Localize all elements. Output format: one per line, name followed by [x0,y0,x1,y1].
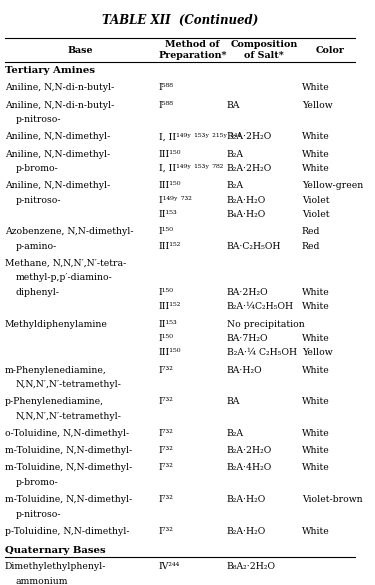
Text: Base: Base [67,46,93,54]
Text: B₈A₂·2H₂O: B₈A₂·2H₂O [226,562,276,571]
Text: BA·7H₂O: BA·7H₂O [226,334,268,343]
Text: I¹⁵⁰: I¹⁵⁰ [159,288,174,297]
Text: m-Phenylenediamine,: m-Phenylenediamine, [5,366,107,374]
Text: White: White [302,397,329,407]
Text: Aniline, N,N-dimethyl-: Aniline, N,N-dimethyl- [5,181,110,190]
Text: White: White [302,288,329,297]
Text: B₄A·H₂O: B₄A·H₂O [226,210,266,219]
Text: Yellow: Yellow [302,101,332,109]
Text: Methane, N,N,N′,N′-tetra-: Methane, N,N,N′,N′-tetra- [5,259,126,268]
Text: I⁵⁸⁸: I⁵⁸⁸ [159,84,174,92]
Text: White: White [302,132,329,142]
Text: Aniline, N,N-dimethyl-: Aniline, N,N-dimethyl- [5,132,110,142]
Text: III¹⁵⁰: III¹⁵⁰ [159,181,181,190]
Text: m-Toluidine, N,N-dimethyl-: m-Toluidine, N,N-dimethyl- [5,495,132,504]
Text: III¹⁵⁰: III¹⁵⁰ [159,348,181,357]
Text: Composition
of Salt*: Composition of Salt* [231,40,298,60]
Text: p-bromo-: p-bromo- [16,478,58,487]
Text: Tertiary Amines: Tertiary Amines [5,67,95,75]
Text: TABLE XII  (Continued): TABLE XII (Continued) [102,14,258,27]
Text: Red: Red [302,228,320,236]
Text: Color: Color [316,46,345,54]
Text: White: White [302,429,329,438]
Text: p-Phenylenediamine,: p-Phenylenediamine, [5,397,104,407]
Text: Aniline, N,N-di-n-butyl-: Aniline, N,N-di-n-butyl- [5,84,114,92]
Text: Methyldiphenylamine: Methyldiphenylamine [5,319,108,329]
Text: B₂A·¼C₂H₅OH: B₂A·¼C₂H₅OH [226,302,294,311]
Text: p-nitroso-: p-nitroso- [16,510,61,518]
Text: Dimethylethylphenyl-: Dimethylethylphenyl- [5,562,106,571]
Text: White: White [302,150,329,159]
Text: p-nitroso-: p-nitroso- [16,115,61,124]
Text: BA·H₂O: BA·H₂O [226,366,262,374]
Text: BA·2H₂O: BA·2H₂O [226,288,268,297]
Text: methyl-p,p′-diamino-: methyl-p,p′-diamino- [16,273,112,283]
Text: BA: BA [226,397,240,407]
Text: III¹⁵²: III¹⁵² [159,242,181,251]
Text: m-Toluidine, N,N-dimethyl-: m-Toluidine, N,N-dimethyl- [5,463,132,473]
Text: I¹⁵⁰: I¹⁵⁰ [159,228,174,236]
Text: II¹⁵³: II¹⁵³ [159,210,177,219]
Text: N,N,N′,N′-tetramethyl-: N,N,N′,N′-tetramethyl- [16,380,122,389]
Text: diphenyl-: diphenyl- [16,288,60,297]
Text: B₂A: B₂A [226,150,244,159]
Text: BA·C₂H₅OH: BA·C₂H₅OH [226,242,281,251]
Text: I⁷³²: I⁷³² [159,527,174,536]
Text: Method of
Preparation*: Method of Preparation* [158,40,227,60]
Text: III¹⁵⁰: III¹⁵⁰ [159,150,181,159]
Text: I⁷³²: I⁷³² [159,366,174,374]
Text: Yellow: Yellow [302,348,332,357]
Text: Violet: Violet [302,210,329,219]
Text: White: White [302,366,329,374]
Text: B₂A: B₂A [226,429,244,438]
Text: B₂A·H₂O: B₂A·H₂O [226,495,266,504]
Text: B₂A·2H₂O: B₂A·2H₂O [226,132,272,142]
Text: B₂A·¼ C₂H₅OH: B₂A·¼ C₂H₅OH [226,348,297,357]
Text: B₂A·2H₂O: B₂A·2H₂O [226,164,272,173]
Text: II¹⁵³: II¹⁵³ [159,319,177,329]
Text: Violet: Violet [302,195,329,205]
Text: No precipitation: No precipitation [226,319,304,329]
Text: I, II¹⁴⁹ʸ ¹⁵³ʸ ⁷⁸²: I, II¹⁴⁹ʸ ¹⁵³ʸ ⁷⁸² [159,164,223,173]
Text: III¹⁵²: III¹⁵² [159,302,181,311]
Text: I⁷³²: I⁷³² [159,397,174,407]
Text: White: White [302,164,329,173]
Text: IV²⁴⁴: IV²⁴⁴ [159,562,180,571]
Text: B₂A·H₂O: B₂A·H₂O [226,195,266,205]
Text: ammonium: ammonium [16,577,68,585]
Text: Aniline, N,N-di-n-butyl-: Aniline, N,N-di-n-butyl- [5,101,114,109]
Text: o-Toluidine, N,N-dimethyl-: o-Toluidine, N,N-dimethyl- [5,429,129,438]
Text: I⁷³²: I⁷³² [159,446,174,455]
Text: p-bromo-: p-bromo- [16,164,58,173]
Text: White: White [302,302,329,311]
Text: White: White [302,84,329,92]
Text: I¹⁴⁹ʸ ⁷³²: I¹⁴⁹ʸ ⁷³² [159,195,192,205]
Text: Red: Red [302,242,320,251]
Text: p-amino-: p-amino- [16,242,57,251]
Text: White: White [302,463,329,473]
Text: Violet-brown: Violet-brown [302,495,362,504]
Text: I⁷³²: I⁷³² [159,495,174,504]
Text: B₂A: B₂A [226,181,244,190]
Text: I⁷³²: I⁷³² [159,463,174,473]
Text: B₂A·2H₂O: B₂A·2H₂O [226,446,272,455]
Text: Quaternary Bases: Quaternary Bases [5,546,106,555]
Text: Yellow-green: Yellow-green [302,181,363,190]
Text: White: White [302,446,329,455]
Text: p-nitroso-: p-nitroso- [16,195,61,205]
Text: BA: BA [226,101,240,109]
Text: I⁵⁸⁸: I⁵⁸⁸ [159,101,174,109]
Text: Aniline, N,N-dimethyl-: Aniline, N,N-dimethyl- [5,150,110,159]
Text: I⁷³²: I⁷³² [159,429,174,438]
Text: p-Toluidine, N,N-dimethyl-: p-Toluidine, N,N-dimethyl- [5,527,129,536]
Text: I¹⁵⁰: I¹⁵⁰ [159,334,174,343]
Text: B₂A·4H₂O: B₂A·4H₂O [226,463,272,473]
Text: Azobenzene, N,N-dimethyl-: Azobenzene, N,N-dimethyl- [5,228,134,236]
Text: m-Toluidine, N,N-dimethyl-: m-Toluidine, N,N-dimethyl- [5,446,132,455]
Text: White: White [302,527,329,536]
Text: B₂A·H₂O: B₂A·H₂O [226,527,266,536]
Text: I, II¹⁴⁹ʸ ¹⁵³ʸ ²¹⁵ʸ ²⁴⁴: I, II¹⁴⁹ʸ ¹⁵³ʸ ²¹⁵ʸ ²⁴⁴ [159,132,241,142]
Text: N,N,N′,N′-tetramethyl-: N,N,N′,N′-tetramethyl- [16,412,122,421]
Text: White: White [302,334,329,343]
